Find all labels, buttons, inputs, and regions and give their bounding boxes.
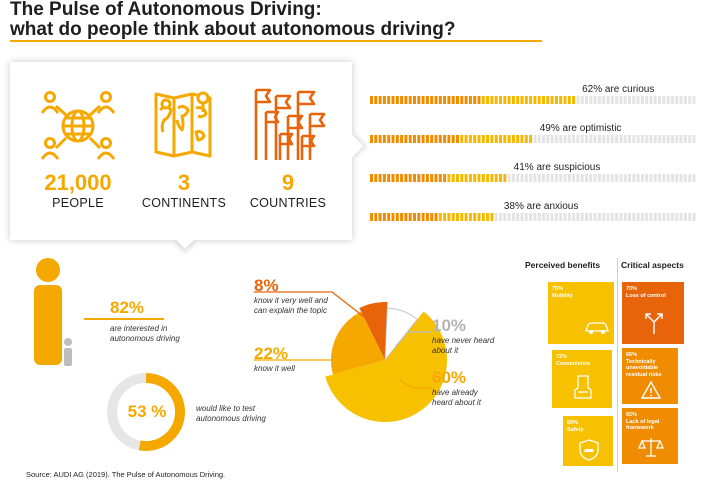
benefit-convenience-text: 72% Convenience <box>556 354 590 367</box>
awareness-60-pct: 60% <box>432 368 467 387</box>
interest-text: are interested in autonomous driving <box>110 324 180 344</box>
shield-car-icon <box>579 439 599 461</box>
interest-pct: 82% <box>110 298 145 317</box>
awareness-slice-60 <box>325 311 447 422</box>
test-text: would like to test autonomous driving <box>196 404 266 424</box>
awareness-10-pct: 10% <box>432 316 467 335</box>
attitude-bar-1 <box>370 135 696 143</box>
critical-control-label: Loss of control <box>626 292 666 299</box>
critical-legal-text: 65% Lack of legal framework <box>626 412 659 432</box>
aspects-divider <box>617 258 618 472</box>
awareness-8-line-1: know it very well and <box>254 296 328 305</box>
attitude-label-0: 62% are curious <box>582 84 654 95</box>
stat-countries-label: COUNTRIES <box>249 196 327 210</box>
stat-countries-number: 9 <box>281 170 295 195</box>
title-line-2: what do people think about autonomous dr… <box>10 19 456 40</box>
benefit-safety-label: Safety <box>567 426 584 433</box>
awareness-60-text: have already heard about it <box>432 388 481 408</box>
people-globe-icon <box>40 91 116 160</box>
critical-risks-text: 66% Technically unavoidable residual ris… <box>626 352 661 378</box>
awareness-22-text: know it well <box>254 364 295 373</box>
critical-risks-label-3: residual risks <box>626 371 662 378</box>
critical-control-text: 70% Loss of control <box>626 286 666 299</box>
awareness-slice-8 <box>359 302 388 360</box>
critical-legal-pct: 65% <box>626 412 638 418</box>
title-line-1: The Pulse of Autonomous Driving: <box>10 0 322 20</box>
scales-icon <box>638 438 664 457</box>
benefit-tile-convenience: 72% Convenience <box>552 350 612 408</box>
stat-continents-number: 3 <box>177 170 191 195</box>
test-pct: 53 % <box>127 402 167 421</box>
test-donut-chart <box>107 373 185 451</box>
awareness-22-pct: 22% <box>254 344 289 363</box>
attitude-bar-0 <box>370 96 696 104</box>
awareness-8-text: know it very well and can explain the to… <box>254 296 328 316</box>
split-arrows-icon <box>645 313 663 334</box>
benefit-convenience-label: Convenience <box>556 360 591 367</box>
attitude-bar-3 <box>370 213 696 221</box>
awareness-10-line-1: have never heard <box>432 336 495 345</box>
critical-risks-pct: 66% <box>626 352 638 358</box>
critical-risks-label-2: unavoidable <box>626 365 659 371</box>
benefit-convenience-pct: 72% <box>556 354 568 360</box>
world-map-icon <box>154 91 212 158</box>
critical-tile-legal: 65% Lack of legal framework <box>622 408 678 464</box>
warning-icon <box>640 380 662 399</box>
test-donut-segment-0 <box>138 373 185 451</box>
attitude-bar-chart: 62% are curious 49% are optimistic 41% are… <box>370 84 696 221</box>
awareness-60-line-1: have already <box>432 388 478 397</box>
awareness-slice-22 <box>331 311 385 375</box>
seat-icon <box>574 375 592 399</box>
attitude-label-3: 38% are anxious <box>504 201 579 212</box>
stats-panel <box>10 62 352 240</box>
attitude-bar-2 <box>370 174 696 182</box>
critical-control-pct: 70% <box>626 286 638 292</box>
source-note: Source: AUDI AG (2019). The Pulse of Aut… <box>26 470 226 479</box>
benefits-heading: Perceived benefits <box>525 260 601 270</box>
awareness-pie-chart <box>325 302 447 422</box>
awareness-8-pct: 8% <box>254 276 279 295</box>
critical-tile-control: 70% Loss of control <box>622 282 684 344</box>
page-title: The Pulse of Autonomous Driving: what do… <box>10 0 455 40</box>
test-donut-segment-1 <box>107 373 147 451</box>
stat-people-number: 21,000 <box>44 170 112 195</box>
critical-tile-risks: 66% Technically unavoidable residual ris… <box>622 348 678 404</box>
interest-text-line-2: autonomous driving <box>110 334 180 343</box>
benefit-mobility-pct: 76% <box>552 286 564 292</box>
flags-icon <box>254 88 326 160</box>
interest-connector-line <box>84 318 164 320</box>
critical-risks-label-1: Technically <box>626 358 656 365</box>
critical-legal-label-2: framework <box>626 425 654 431</box>
person-figure-icon <box>34 258 72 366</box>
awareness-10-line-2: about it <box>432 346 459 355</box>
critical-legal-label-1: Lack of legal <box>626 418 660 425</box>
benefit-tile-safety: 59% Safety <box>563 416 613 466</box>
benefit-safety-text: 59% Safety <box>567 420 584 433</box>
benefit-tile-mobility: 76% Mobility <box>548 282 614 344</box>
awareness-slice-10 <box>384 307 418 362</box>
title-underline <box>10 40 542 42</box>
benefit-safety-pct: 59% <box>567 420 579 426</box>
stat-people-label: PEOPLE <box>52 196 104 210</box>
car-icon <box>585 322 609 334</box>
benefit-mobility-text: 76% Mobility <box>552 286 573 299</box>
stat-continents-label: CONTINENTS <box>141 196 227 210</box>
attitude-label-1: 49% are optimistic <box>540 123 622 134</box>
test-text-line-2: autonomous driving <box>196 414 266 423</box>
awareness-10-text: have never heard about it <box>432 336 494 356</box>
benefit-mobility-label: Mobility <box>552 292 573 299</box>
awareness-60-line-2: heard about it <box>432 398 481 407</box>
interest-text-line-1: are interested in <box>110 324 168 333</box>
critical-heading: Critical aspects <box>621 260 684 270</box>
awareness-8-line-2: can explain the topic <box>254 306 327 315</box>
attitude-label-2: 41% are suspicious <box>514 162 601 173</box>
test-text-line-1: would like to test <box>196 404 256 413</box>
